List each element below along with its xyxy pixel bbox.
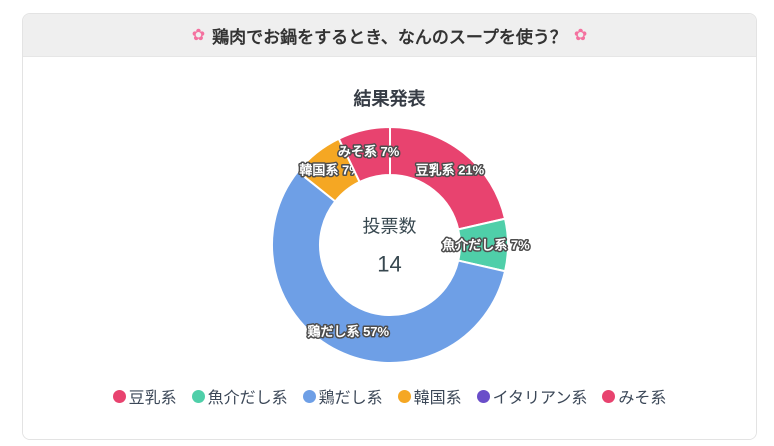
poll-card: ✿ 鶏肉でお鍋をするとき、なんのスープを使う？ ✿ 結果発表 豆乳系 21% 魚介… (22, 13, 757, 440)
legend-label: 韓国系 (413, 390, 462, 407)
legend-label: 豆乳系 (128, 390, 177, 407)
poll-body: 結果発表 豆乳系 21% 魚介だし系 7% 鶏だし系 57% 韓国系 7% みそ系 7%… (23, 57, 756, 439)
legend-label: イタリアン系 (492, 390, 588, 407)
donut-slice-鶏だし系[interactable] (270, 170, 506, 364)
legend-item-韓国系[interactable]: 韓国系 (397, 384, 462, 408)
donut-chart: 豆乳系 21% 魚介だし系 7% 鶏だし系 57% 韓国系 7% みそ系 7% 投票数 … (235, 90, 545, 400)
slice-label-韓国系: 韓国系 7% (299, 162, 361, 177)
legend-dot (602, 389, 616, 403)
cherry-blossom-icon: ✿ (573, 27, 588, 44)
slice-label-みそ系: みそ系 7% (337, 144, 399, 159)
legend-item-魚介だし系[interactable]: 魚介だし系 (191, 384, 288, 408)
legend-label: 鶏だし系 (318, 390, 383, 407)
donut-svg: 豆乳系 21% 魚介だし系 7% 鶏だし系 57% 韓国系 7% みそ系 7% (270, 125, 531, 364)
legend-dot (476, 389, 490, 403)
legend-label: 魚介だし系 (207, 390, 288, 407)
legend-label: みそ系 (618, 390, 667, 407)
donut-slice-豆乳系[interactable] (388, 125, 506, 231)
slice-label-鶏だし系: 鶏だし系 57% (307, 324, 389, 339)
legend-dot (191, 389, 205, 403)
legend-item-鶏だし系[interactable]: 鶏だし系 (302, 384, 383, 408)
cherry-blossom-icon: ✿ (191, 27, 206, 44)
legend-item-みそ系[interactable]: みそ系 (602, 384, 666, 408)
legend-dot (397, 389, 411, 403)
chart-title: 結果発表 (353, 89, 426, 109)
donut-slice-みそ系[interactable] (336, 125, 391, 184)
poll-question-title: 鶏肉でお鍋をするとき、なんのスープを使う？ (212, 27, 567, 47)
legend-item-豆乳系[interactable]: 豆乳系 (112, 384, 177, 408)
legend-item-イタリアン系[interactable]: イタリアン系 (476, 384, 588, 408)
poll-header: ✿ 鶏肉でお鍋をするとき、なんのスープを使う？ ✿ (23, 14, 756, 57)
slice-label-豆乳系: 豆乳系 21% (415, 162, 484, 177)
legend-dot (112, 389, 126, 403)
slice-label-魚介だし系: 魚介だし系 7% (442, 238, 530, 253)
legend-dot (302, 389, 316, 403)
chart-legend: 豆乳系 魚介だし系 鶏だし系 韓国系 イタリアン系 みそ系 (23, 384, 756, 408)
